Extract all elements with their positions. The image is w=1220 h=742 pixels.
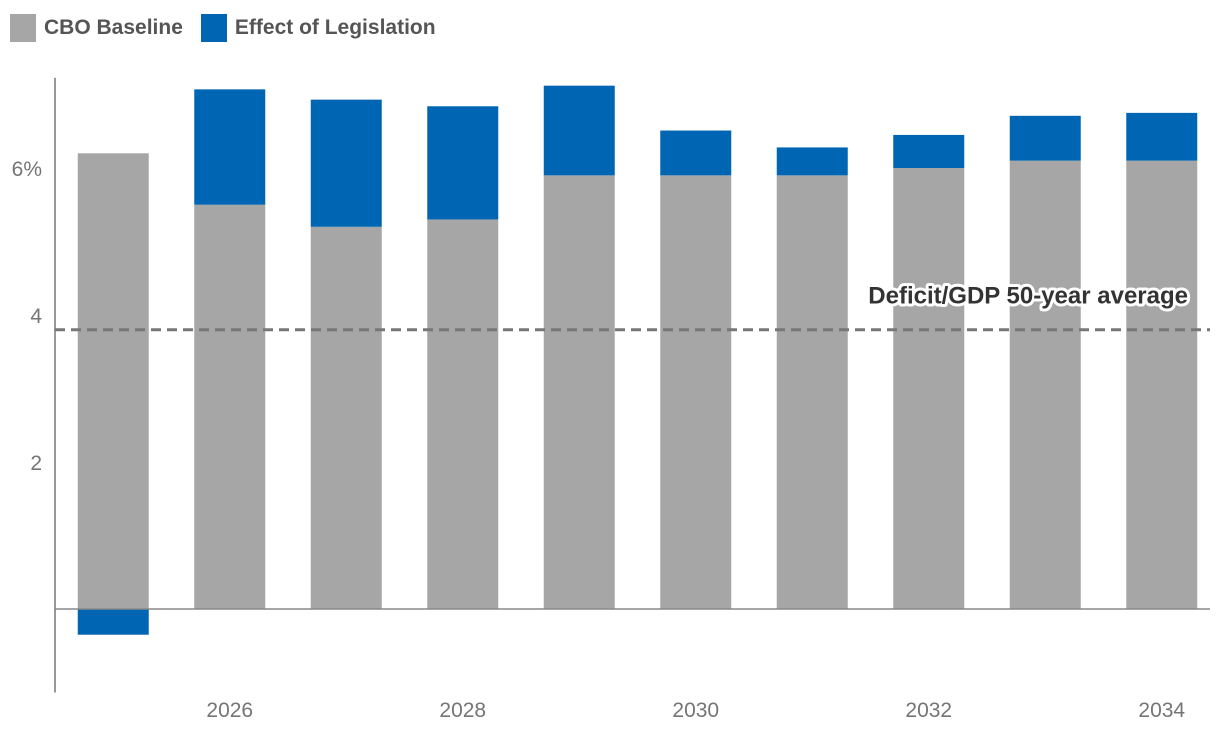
x-tick-label-2030: 2030: [672, 699, 719, 722]
x-tick-label-2028: 2028: [439, 699, 486, 722]
bar-cbo-baseline-2032: [893, 168, 965, 609]
bar-cbo-baseline-2026: [194, 204, 266, 609]
x-tick-label-2026: 2026: [206, 699, 253, 722]
bar-effect-of-legislation-2031: [776, 147, 848, 176]
x-tick-label-2032: 2032: [905, 699, 952, 722]
bar-effect-of-legislation-2032: [893, 134, 965, 168]
bar-effect-of-legislation-2027: [310, 99, 382, 227]
bar-effect-of-legislation-2029: [543, 85, 615, 176]
legend-swatch-effect-of-legislation: [200, 14, 227, 42]
legend-item-cbo-baseline: CBO Baseline: [10, 14, 183, 42]
y-tick-label-4: 4: [30, 305, 42, 328]
y-tick-label-6: 6%: [12, 158, 42, 181]
bar-cbo-baseline-2029: [543, 175, 615, 609]
legend-item-effect-of-legislation: Effect of Legislation: [200, 14, 436, 42]
reference-line-label: Deficit/GDP 50-year average: [868, 283, 1188, 310]
legend-label-cbo-baseline: CBO Baseline: [44, 16, 183, 39]
bar-effect-of-legislation-2028: [427, 106, 499, 220]
bar-cbo-baseline-2028: [427, 219, 499, 609]
legend-label-effect-of-legislation: Effect of Legislation: [234, 16, 436, 39]
bar-cbo-baseline-2025: [77, 153, 149, 610]
bar-cbo-baseline-2030: [660, 175, 732, 609]
bar-effect-of-legislation-2026: [194, 89, 266, 205]
bar-cbo-baseline-2033: [1009, 160, 1081, 609]
bar-cbo-baseline-2034: [1126, 160, 1198, 609]
bar-effect-of-legislation-2033: [1009, 115, 1081, 161]
legend-swatch-cbo-baseline: [10, 14, 36, 42]
bar-effect-of-legislation-2034: [1126, 112, 1198, 161]
legend: CBO Baseline Effect of Legislation: [10, 14, 436, 42]
bar-cbo-baseline-2031: [776, 175, 848, 609]
x-tick-label-2034: 2034: [1138, 699, 1185, 722]
bar-effect-of-legislation-2030: [660, 130, 732, 176]
y-tick-label-2: 2: [30, 452, 42, 475]
bar-cbo-baseline-2027: [310, 226, 382, 610]
bar-effect-of-legislation-2025: [77, 609, 149, 635]
